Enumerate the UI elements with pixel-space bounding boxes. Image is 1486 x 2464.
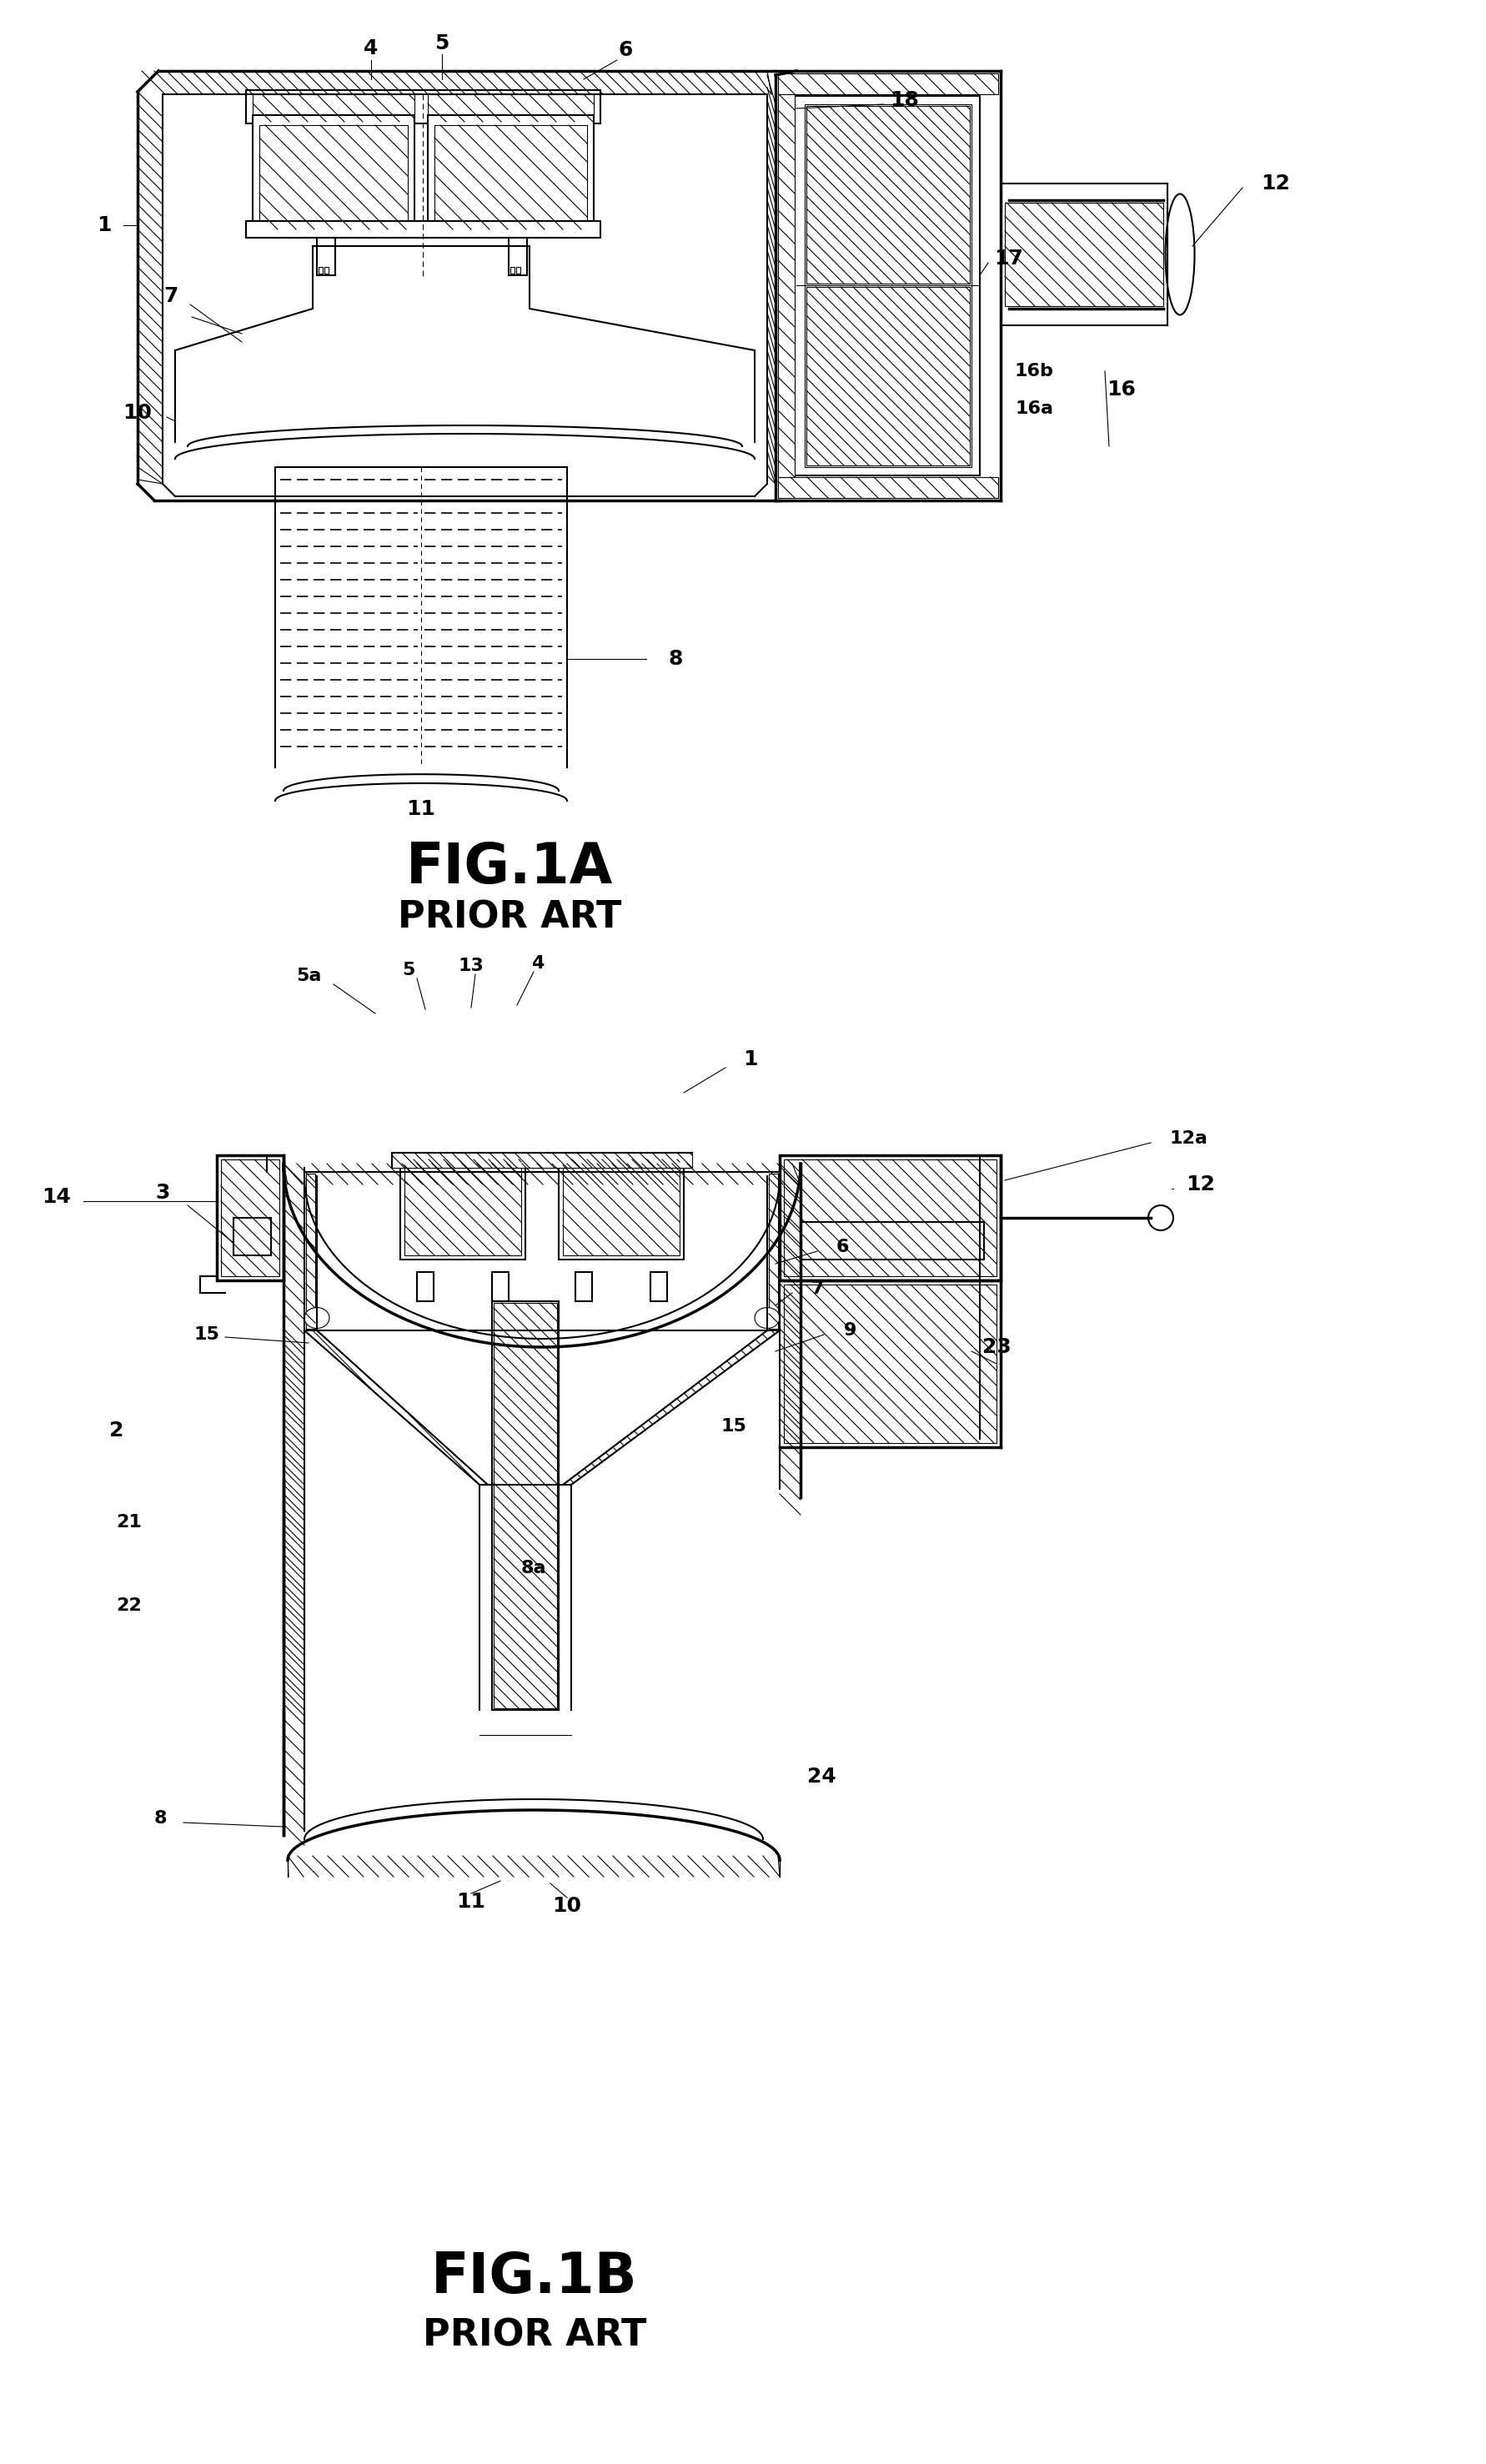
Bar	[516, 266, 520, 274]
Text: 1: 1	[743, 1050, 758, 1069]
Text: 11: 11	[407, 798, 435, 818]
Text: 21: 21	[116, 1513, 143, 1530]
Ellipse shape	[755, 1308, 780, 1328]
Bar	[492, 1271, 508, 1301]
Bar	[418, 1271, 434, 1301]
Text: 5: 5	[435, 34, 449, 54]
Text: 18: 18	[890, 91, 920, 111]
Text: 8a: 8a	[522, 1560, 547, 1577]
Text: 15: 15	[721, 1417, 746, 1434]
Text: 8: 8	[153, 1811, 166, 1826]
Bar	[434, 126, 587, 229]
Text: 11: 11	[456, 1892, 486, 1912]
Text: 17: 17	[994, 249, 1024, 269]
Bar	[221, 1161, 279, 1276]
Text: FIG.1A: FIG.1A	[406, 840, 614, 894]
Text: 5a: 5a	[296, 968, 321, 983]
Circle shape	[1149, 1205, 1174, 1230]
Bar	[559, 1156, 684, 1259]
Text: 12: 12	[1262, 172, 1290, 195]
Bar	[779, 478, 999, 498]
Bar	[306, 1173, 315, 1328]
Text: PRIOR ART: PRIOR ART	[398, 899, 621, 936]
Bar	[247, 91, 600, 123]
Text: 15: 15	[195, 1326, 220, 1343]
Bar	[400, 1156, 526, 1259]
Text: 16a: 16a	[1015, 399, 1054, 416]
Bar	[807, 106, 970, 283]
Text: 24: 24	[807, 1767, 835, 1786]
Bar	[1005, 202, 1164, 306]
Bar	[510, 266, 514, 274]
Bar	[253, 94, 415, 121]
Text: 4: 4	[532, 956, 544, 971]
Bar	[779, 74, 999, 94]
Text: PRIOR ART: PRIOR ART	[422, 2319, 646, 2353]
Bar	[493, 1303, 557, 1708]
Text: 4: 4	[364, 39, 379, 59]
Bar	[575, 1271, 591, 1301]
Text: 23: 23	[982, 1338, 1010, 1358]
Text: 6: 6	[618, 39, 633, 59]
Text: 10: 10	[553, 1895, 581, 1917]
Text: 8: 8	[669, 648, 682, 668]
Polygon shape	[563, 1331, 780, 1486]
Bar	[318, 266, 322, 274]
Text: 7: 7	[163, 286, 178, 306]
Bar	[779, 94, 795, 478]
Text: 12: 12	[1186, 1175, 1216, 1195]
Bar	[317, 237, 336, 276]
Text: 7: 7	[811, 1281, 823, 1296]
Bar	[404, 1161, 522, 1254]
Bar	[780, 1156, 1000, 1281]
Text: 1: 1	[97, 214, 111, 234]
Bar	[783, 1284, 997, 1444]
Bar	[233, 1217, 270, 1254]
Bar	[253, 116, 415, 229]
Bar	[217, 1156, 284, 1281]
Bar	[392, 1153, 692, 1168]
Text: 3: 3	[156, 1183, 169, 1202]
Text: 13: 13	[458, 958, 484, 973]
Bar	[324, 266, 328, 274]
Bar	[247, 222, 600, 237]
Bar	[392, 1153, 692, 1168]
Bar	[783, 1161, 997, 1276]
Bar	[428, 116, 594, 229]
Bar	[428, 94, 594, 121]
Bar	[768, 1173, 779, 1328]
Ellipse shape	[305, 1308, 330, 1328]
Text: 12a: 12a	[1169, 1131, 1208, 1146]
Text: 10: 10	[123, 404, 152, 424]
Text: 2: 2	[110, 1422, 123, 1441]
Bar	[508, 237, 528, 276]
Text: 14: 14	[42, 1188, 71, 1207]
Bar	[563, 1161, 679, 1254]
Text: 6: 6	[835, 1239, 849, 1254]
Bar	[260, 126, 407, 229]
Text: 9: 9	[844, 1323, 857, 1338]
Text: 5: 5	[403, 961, 415, 978]
Bar	[801, 1222, 984, 1259]
Text: 16: 16	[1107, 379, 1137, 399]
Text: 22: 22	[116, 1597, 143, 1614]
Text: FIG.1B: FIG.1B	[431, 2250, 637, 2304]
Ellipse shape	[1165, 195, 1195, 315]
Bar	[651, 1271, 667, 1301]
Text: 16b: 16b	[1015, 362, 1054, 379]
Bar	[807, 286, 970, 466]
Polygon shape	[305, 1331, 487, 1486]
Bar	[805, 103, 972, 468]
